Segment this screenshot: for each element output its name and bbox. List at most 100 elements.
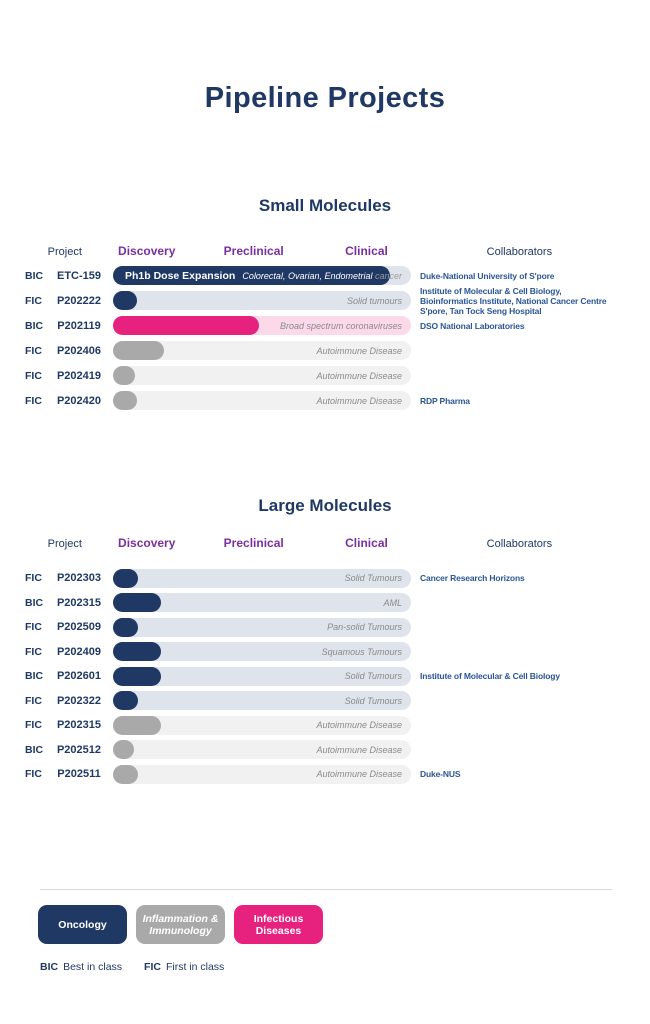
stage-track: Autoimmune Disease — [113, 740, 411, 760]
project-id: ETC-159 — [56, 269, 102, 282]
abbreviation-code: BIC — [40, 961, 59, 973]
class-label: BIC — [25, 596, 44, 609]
progress-bar — [113, 341, 164, 360]
stage-track: Broad spectrum coronaviruses — [113, 316, 411, 335]
abbreviation-label: First in class — [165, 961, 225, 973]
indication-label: Pan-solid Tumours — [327, 622, 402, 633]
pipeline-row: FIC P202509 Pan-solid Tumours — [0, 615, 650, 640]
indication-label: Autoimmune Disease — [316, 744, 402, 755]
column-header-stage: Preclinical — [223, 244, 284, 258]
collaborators-text: Duke-NUS — [420, 769, 461, 780]
class-label: FIC — [25, 694, 42, 707]
pipeline-row: FIC P202511 Autoimmune Disease Duke-NUS — [0, 762, 650, 787]
project-id: P202119 — [57, 319, 101, 332]
indication-label: AML — [383, 597, 402, 608]
class-label: FIC — [25, 572, 42, 585]
project-id: P202222 — [56, 294, 102, 307]
stage-track: Pan-solid Tumours — [113, 617, 411, 637]
indication: Autoimmune Disease — [316, 720, 402, 730]
column-header-project: Project — [47, 245, 82, 258]
project-id: P202303 — [56, 572, 102, 585]
legend-badge-inflammation-immunology: Inflammation & Immunology — [136, 905, 225, 944]
class-label: FIC — [25, 645, 42, 658]
indication-label: Autoimmune Disease — [316, 720, 402, 731]
class-label: FIC — [25, 369, 42, 382]
indication: Solid tumours — [347, 296, 402, 306]
stage-headers: Discovery Preclinical Clinical — [111, 243, 400, 260]
column-header-stage: Discovery — [118, 536, 176, 550]
indication: Autoimmune Disease — [316, 769, 402, 779]
column-header-collaborators: Collaborators — [486, 245, 553, 258]
stage-track: Autoimmune Disease — [113, 391, 411, 410]
indication-label: Solid Tumours — [344, 573, 402, 584]
indication: Autoimmune Disease — [316, 346, 402, 356]
section-title: Large Molecules — [258, 496, 392, 515]
indication-label: Squamous Tumours — [321, 646, 402, 657]
legend-divider — [40, 889, 612, 890]
class-label: FIC — [25, 719, 42, 732]
project-id: P202509 — [56, 621, 102, 634]
legend-badge-oncology: Oncology — [38, 905, 127, 944]
project-id: P202511 — [57, 768, 101, 781]
stage-track: Autoimmune Disease — [113, 341, 411, 360]
progress-bar — [113, 391, 137, 410]
pipeline-section: Large Molecules Project Discovery Preclin… — [0, 496, 650, 787]
section-rows: BIC ETC-159 Ph1b Dose Expansion Colorect… — [0, 263, 650, 413]
collaborators-text: Duke-National University of S'pore — [420, 270, 555, 281]
indication-label: Autoimmune Disease — [316, 345, 402, 356]
progress-bar — [113, 691, 139, 711]
progress-bar — [113, 642, 161, 662]
section-title: Small Molecules — [258, 196, 392, 215]
abbreviation-code: FIC — [144, 961, 161, 973]
progress-bar — [113, 568, 139, 588]
indication-label: Autoimmune Disease — [316, 769, 402, 780]
pipeline-row: FIC P202315 Autoimmune Disease — [0, 713, 650, 738]
collaborators-text: Institute of Molecular & Cell Biology — [420, 671, 560, 682]
class-label: FIC — [25, 621, 42, 634]
pipeline-row: BIC P202512 Autoimmune Disease — [0, 738, 650, 763]
project-id: P202406 — [56, 344, 102, 357]
indication-label: Autoimmune Disease — [316, 395, 402, 406]
stage-headers: Discovery Preclinical Clinical — [111, 535, 400, 552]
pipeline-row: BIC ETC-159 Ph1b Dose Expansion Colorect… — [0, 263, 650, 288]
progress-bar — [113, 593, 161, 613]
indication: Autoimmune Disease — [316, 745, 402, 755]
project-id: P202512 — [56, 743, 102, 756]
stage-track: Autoimmune Disease — [113, 715, 411, 735]
collaborators-text: RDP Pharma — [420, 395, 470, 406]
progress-bar — [113, 715, 161, 735]
class-label: BIC — [25, 670, 44, 683]
stage-track: Solid Tumours — [113, 691, 411, 711]
class-label: FIC — [25, 768, 42, 781]
page-title: Pipeline Projects — [204, 82, 446, 114]
indication: Colorectal, Ovarian, Endometrial cancer — [242, 271, 402, 281]
column-header-project: Project — [47, 537, 82, 550]
progress-bar — [113, 666, 161, 686]
pipeline-row: FIC P202303 Solid Tumours Cancer Researc… — [0, 566, 650, 591]
pipeline-row: FIC P202419 Autoimmune Disease — [0, 363, 650, 388]
indication: Pan-solid Tumours — [327, 622, 402, 632]
indication: AML — [383, 598, 402, 608]
progress-bar — [113, 740, 134, 760]
class-label: BIC — [25, 269, 44, 282]
indication: Solid Tumours — [345, 573, 402, 583]
section-rows: FIC P202303 Solid Tumours Cancer Researc… — [0, 566, 650, 787]
class-label: FIC — [25, 294, 42, 307]
project-id: P202420 — [56, 394, 102, 407]
stage-track: Squamous Tumours — [113, 642, 411, 662]
stage-track: Autoimmune Disease — [113, 764, 411, 784]
stage-track: AML — [113, 593, 411, 613]
column-header-stage: Preclinical — [223, 536, 284, 550]
column-headers: Project Discovery Preclinical Clinical Col… — [0, 535, 650, 552]
progress-bar — [113, 617, 139, 637]
pipeline-row: BIC P202315 AML — [0, 591, 650, 616]
pipeline-row: FIC P202409 Squamous Tumours — [0, 640, 650, 665]
indication: Solid Tumours — [345, 671, 402, 681]
indication: Broad spectrum coronaviruses — [280, 321, 402, 331]
column-headers: Project Discovery Preclinical Clinical Col… — [0, 243, 650, 260]
progress-bar: Ph1b Dose Expansion — [113, 266, 391, 285]
stage-track: Solid Tumours — [113, 568, 411, 588]
pipeline-section: Small Molecules Project Discovery Preclin… — [0, 196, 650, 413]
class-label: BIC — [25, 743, 44, 756]
